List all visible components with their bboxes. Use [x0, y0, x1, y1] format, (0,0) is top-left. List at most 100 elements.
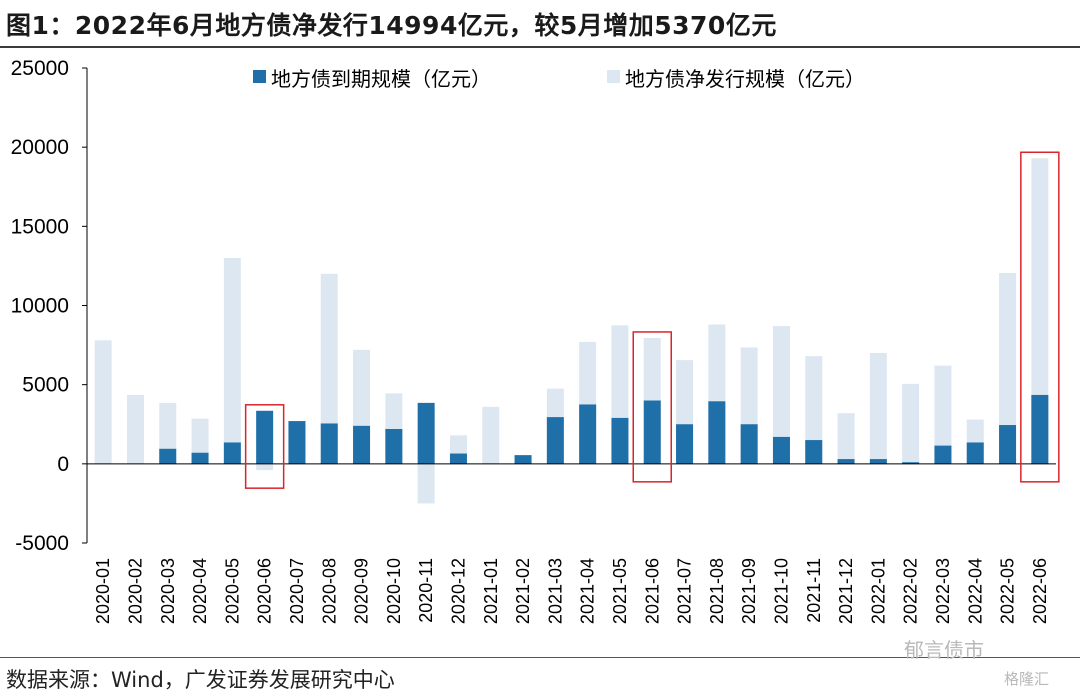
x-tick-label: 2020-06	[255, 558, 275, 624]
source-note: 数据来源：Wind，广发证券发展研究中心	[6, 668, 395, 692]
x-tick-label: 2020-01	[93, 558, 113, 624]
maturity-bar	[805, 440, 823, 464]
maturity-bar	[837, 459, 855, 464]
maturity-bar	[320, 423, 338, 464]
maturity-bar	[417, 402, 435, 464]
watermark: 郁言债市	[904, 638, 984, 662]
x-tick-label: 2020-11	[416, 558, 436, 623]
x-tick-label: 2022-01	[868, 558, 888, 624]
maturity-bar	[676, 424, 694, 464]
legend: 地方债到期规模（亿元） 地方债净发行规模（亿元）	[253, 67, 865, 91]
x-tick-label: 2020-09	[352, 558, 372, 624]
net-issuance-bar	[805, 356, 823, 464]
x-tick-label: 2022-03	[933, 558, 953, 624]
y-axis-ticks: -5000 0 5000 10000 15000 20000 25000	[11, 57, 87, 555]
x-tick-label: 2020-04	[190, 558, 210, 624]
x-tick-label: 2020-05	[222, 558, 242, 624]
x-tick-label: 2020-03	[158, 558, 178, 624]
net-issuance-bar	[256, 463, 274, 471]
y-tick-label: 5000	[22, 374, 69, 397]
net-issuance-bar	[1031, 158, 1049, 464]
x-tick-label: 2021-06	[642, 558, 662, 624]
legend-swatch-net-issuance	[607, 70, 620, 83]
maturity-bars	[159, 394, 1049, 464]
y-tick-label: 20000	[11, 136, 69, 159]
net-issuance-bar	[159, 402, 177, 464]
footer-divider	[0, 657, 1080, 658]
maturity-bar	[449, 453, 467, 464]
y-tick-label: -5000	[15, 532, 69, 555]
maturity-bar	[611, 417, 629, 464]
chart-title: 图1：2022年6月地方债净发行14994亿元，较5月增加5370亿元	[6, 11, 777, 40]
maturity-bar	[740, 424, 758, 464]
x-tick-label: 2020-02	[125, 558, 145, 624]
net-issuance-bar	[223, 258, 241, 464]
x-tick-label: 2021-03	[545, 558, 565, 624]
net-issuance-bar	[837, 413, 855, 464]
x-tick-label: 2021-10	[771, 558, 791, 624]
x-tick-label: 2020-12	[448, 558, 468, 624]
maturity-bar	[191, 452, 209, 464]
title-divider	[0, 46, 1080, 48]
highlight-box	[1020, 151, 1060, 483]
maturity-bar	[288, 421, 306, 464]
x-tick-label: 2022-06	[1030, 558, 1050, 624]
x-tick-label: 2021-11	[804, 558, 824, 623]
maturity-bar	[934, 445, 952, 464]
maturity-bar	[643, 400, 661, 464]
watermark-brand: 格隆汇	[1004, 670, 1050, 688]
legend-label-net-issuance: 地方债净发行规模（亿元）	[625, 67, 865, 91]
maturity-bar	[708, 401, 726, 464]
x-tick-label: 2020-10	[384, 558, 404, 624]
x-tick-label: 2020-08	[319, 558, 339, 624]
maturity-bar	[514, 455, 532, 464]
x-tick-label: 2021-05	[610, 558, 630, 624]
x-tick-label: 2021-09	[739, 558, 759, 624]
net-issuance-bar	[126, 394, 144, 464]
net-issuance-bar	[869, 353, 887, 464]
maturity-bar	[869, 459, 887, 464]
maturity-bar	[902, 462, 920, 464]
highlight-boxes	[244, 151, 1060, 489]
x-tick-label: 2021-07	[675, 558, 695, 624]
x-tick-label: 2020-07	[287, 558, 307, 624]
maturity-bar	[223, 442, 241, 464]
net-issuance-bar	[902, 383, 920, 464]
highlight-box	[632, 331, 672, 483]
x-tick-label: 2021-01	[481, 558, 501, 624]
y-tick-label: 0	[57, 453, 69, 476]
legend-swatch-maturity	[253, 70, 266, 83]
maturity-bar	[159, 448, 177, 464]
y-tick-label: 25000	[11, 57, 69, 80]
y-tick-label: 10000	[11, 295, 69, 318]
maturity-bar	[999, 425, 1017, 464]
net-issuance-bar	[482, 406, 500, 464]
maturity-bar	[966, 442, 984, 464]
maturity-bar	[256, 410, 274, 464]
legend-label-maturity: 地方债到期规模（亿元）	[271, 67, 491, 91]
maturity-bar	[579, 404, 597, 464]
x-tick-label: 2021-02	[513, 558, 533, 624]
x-tick-label: 2022-04	[965, 558, 985, 624]
net-issuance-bar	[417, 463, 435, 504]
net-issuance-bar	[191, 418, 209, 464]
x-tick-label: 2021-12	[836, 558, 856, 624]
y-tick-label: 15000	[11, 215, 69, 238]
net-issuance-bar	[999, 273, 1017, 464]
net-issuance-bar	[94, 340, 112, 464]
net-issuance-bar	[320, 273, 338, 464]
highlight-box	[244, 404, 285, 489]
x-axis-ticks: 2020-01 2020-02 2020-03 2020-04 2020-05 2020-…	[93, 558, 1050, 624]
x-tick-label: 2021-04	[578, 558, 598, 624]
maturity-bar	[353, 425, 371, 464]
x-tick-label: 2022-02	[901, 558, 921, 624]
maturity-bar	[1031, 394, 1049, 464]
x-tick-label: 2021-08	[707, 558, 727, 624]
x-tick-label: 2022-05	[998, 558, 1018, 624]
maturity-bar	[385, 429, 403, 464]
maturity-bar	[546, 417, 564, 464]
maturity-bar	[772, 436, 790, 464]
net-issuance-bar	[772, 326, 790, 464]
net-issuance-bar	[934, 365, 952, 464]
